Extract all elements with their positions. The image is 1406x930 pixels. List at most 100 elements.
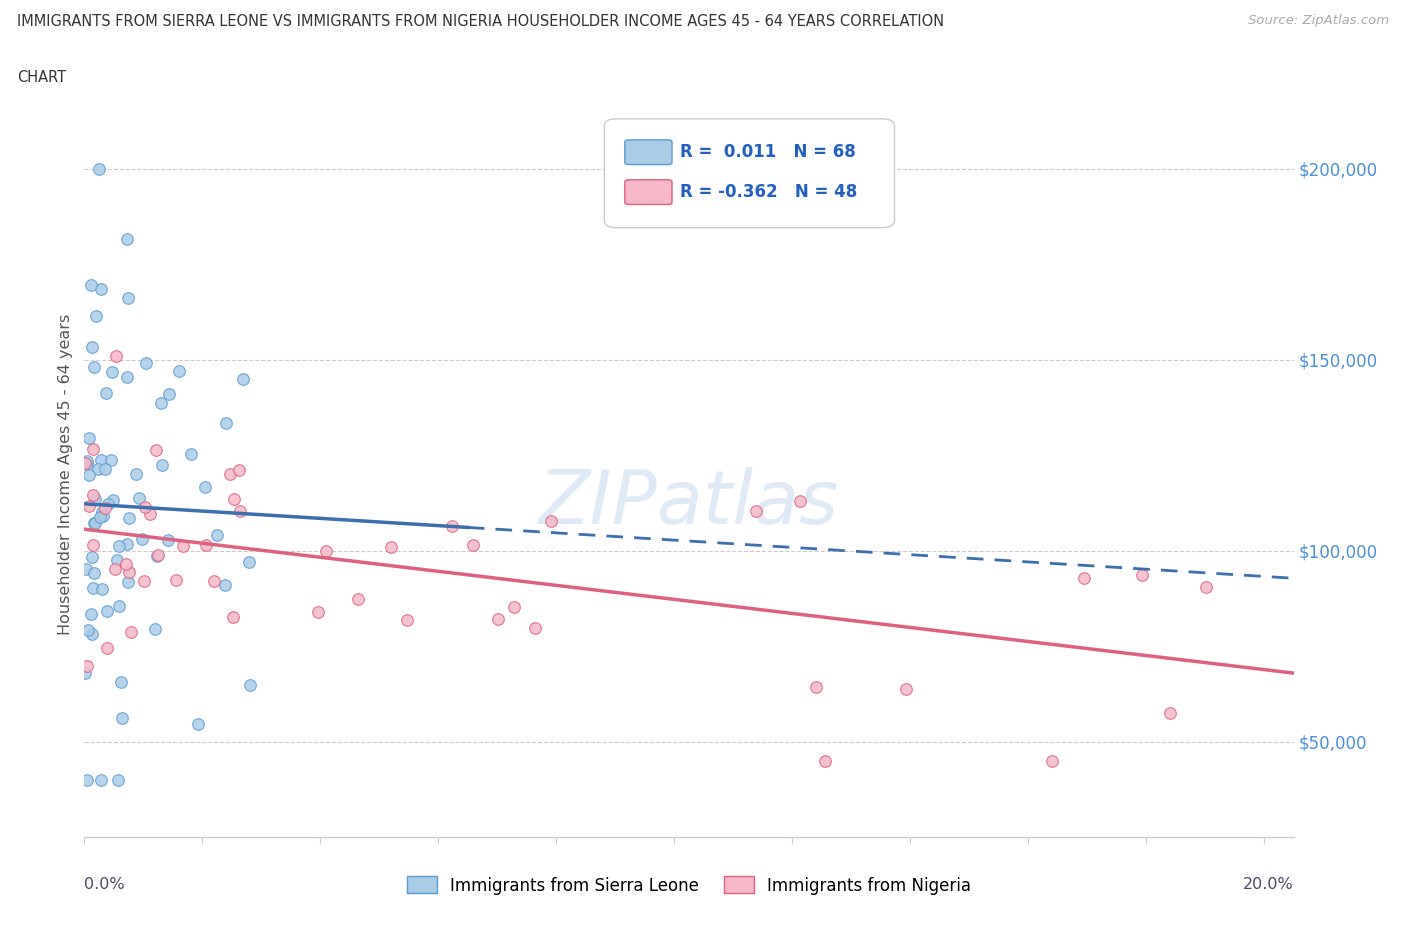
Point xyxy=(315,543,337,558)
Point xyxy=(380,539,402,554)
Point xyxy=(84,308,107,323)
Point xyxy=(131,532,153,547)
Point xyxy=(94,461,117,476)
Point xyxy=(75,562,97,577)
Point xyxy=(187,717,209,732)
Point xyxy=(100,453,122,468)
Point xyxy=(97,497,120,512)
Point xyxy=(83,359,105,374)
Point xyxy=(1194,580,1216,595)
Point xyxy=(104,562,127,577)
Point xyxy=(80,339,103,354)
Point xyxy=(307,604,329,619)
Point xyxy=(82,538,104,552)
Point xyxy=(540,513,562,528)
Point xyxy=(111,711,134,725)
Point xyxy=(146,547,169,562)
Point xyxy=(76,453,98,468)
Point xyxy=(804,680,827,695)
Point xyxy=(83,566,105,581)
Text: Source: ZipAtlas.com: Source: ZipAtlas.com xyxy=(1249,14,1389,27)
Point xyxy=(90,582,112,597)
Point xyxy=(396,612,419,627)
Point xyxy=(83,515,105,530)
Point xyxy=(94,501,117,516)
Point xyxy=(104,348,127,363)
Point xyxy=(1130,568,1153,583)
Point xyxy=(463,538,485,552)
Point xyxy=(89,162,111,177)
Point xyxy=(239,678,262,693)
Point xyxy=(101,492,124,507)
Point xyxy=(503,600,526,615)
Point xyxy=(77,468,100,483)
Point xyxy=(814,753,837,768)
Point xyxy=(87,462,110,477)
Point xyxy=(82,442,104,457)
Point xyxy=(202,573,225,588)
Point xyxy=(76,622,98,637)
Point xyxy=(224,491,246,506)
Point xyxy=(128,491,150,506)
Point xyxy=(215,416,238,431)
Point xyxy=(118,510,141,525)
Point xyxy=(118,565,141,579)
Point xyxy=(110,674,132,689)
Point xyxy=(96,641,118,656)
Point xyxy=(124,467,146,482)
Point xyxy=(165,572,187,587)
Point xyxy=(524,620,547,635)
Point xyxy=(117,290,139,305)
Text: 0.0%: 0.0% xyxy=(84,877,125,892)
Point xyxy=(157,387,180,402)
Point xyxy=(120,625,142,640)
Text: CHART: CHART xyxy=(17,70,66,85)
Text: R = -0.362   N = 48: R = -0.362 N = 48 xyxy=(681,183,858,201)
Point xyxy=(139,506,162,521)
Point xyxy=(107,772,129,787)
Text: ZIPatlas: ZIPatlas xyxy=(538,467,839,539)
Point xyxy=(82,487,104,502)
Point xyxy=(82,550,104,565)
Point xyxy=(76,457,98,472)
Point xyxy=(91,504,114,519)
Point xyxy=(180,446,202,461)
Point xyxy=(1040,753,1063,768)
Point xyxy=(134,499,156,514)
Point xyxy=(82,580,104,595)
Point xyxy=(83,492,105,507)
Point xyxy=(83,516,105,531)
Point xyxy=(486,611,509,626)
Point xyxy=(205,528,228,543)
Point xyxy=(143,621,166,636)
Point xyxy=(132,574,155,589)
Point xyxy=(146,548,169,563)
Point xyxy=(745,504,768,519)
Point xyxy=(145,443,167,458)
Point xyxy=(76,658,98,673)
Point xyxy=(167,364,190,379)
Point xyxy=(90,772,112,787)
Text: 20.0%: 20.0% xyxy=(1243,877,1294,892)
Point xyxy=(219,467,242,482)
Y-axis label: Householder Income Ages 45 - 64 years: Householder Income Ages 45 - 64 years xyxy=(58,313,73,635)
Point xyxy=(789,494,811,509)
Point xyxy=(90,282,112,297)
Point xyxy=(156,533,179,548)
Point xyxy=(228,462,250,477)
Point xyxy=(117,232,139,246)
Point xyxy=(1073,571,1095,586)
Point xyxy=(100,365,122,379)
Point xyxy=(77,431,100,445)
Point xyxy=(90,453,112,468)
Legend: Immigrants from Sierra Leone, Immigrants from Nigeria: Immigrants from Sierra Leone, Immigrants… xyxy=(399,870,979,901)
Point xyxy=(108,599,131,614)
Point xyxy=(194,479,217,494)
Point xyxy=(94,386,117,401)
Point xyxy=(150,457,173,472)
Point xyxy=(105,552,128,567)
Text: IMMIGRANTS FROM SIERRA LEONE VS IMMIGRANTS FROM NIGERIA HOUSEHOLDER INCOME AGES : IMMIGRANTS FROM SIERRA LEONE VS IMMIGRAN… xyxy=(17,14,943,29)
Point xyxy=(222,610,245,625)
Point xyxy=(238,554,260,569)
Point xyxy=(96,604,118,618)
